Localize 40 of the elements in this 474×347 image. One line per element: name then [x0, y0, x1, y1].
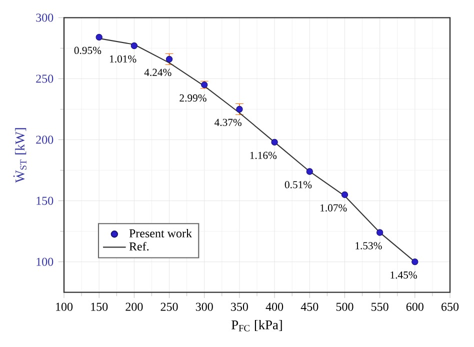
point [166, 56, 173, 63]
x-tick-label: 600 [406, 302, 424, 311]
x-tick-label: 350 [231, 302, 248, 311]
x-tick-label: 400 [266, 302, 284, 311]
x-tick-label: 250 [160, 302, 178, 311]
x-tick-label: 300 [196, 302, 213, 311]
point [376, 229, 384, 236]
point [130, 42, 138, 50]
point [271, 138, 278, 146]
annotation: 1.53% [356, 242, 382, 250]
legend-label: Present work [129, 228, 192, 238]
point [412, 258, 418, 266]
x-tick-label: 550 [372, 302, 388, 311]
annotation: 2.99% [180, 94, 206, 102]
x-tick-label: 650 [442, 302, 459, 311]
point [96, 34, 102, 41]
point [341, 191, 348, 198]
annotation: 4.24% [144, 68, 172, 76]
y-tick-label: 150 [36, 196, 54, 205]
y-tick-label: 250 [36, 74, 54, 83]
annotation: 0.51% [284, 181, 312, 188]
annotation: 1.01% [110, 55, 136, 63]
x-tick-label: 200 [126, 302, 143, 311]
point [306, 168, 313, 175]
x-tick-label: 450 [300, 302, 318, 311]
annotation: 4.37% [214, 118, 242, 126]
annotation: 0.95% [74, 46, 102, 54]
annotation: 1.45% [390, 271, 417, 279]
y-tick-label: 100 [36, 258, 54, 266]
y-tick-label: 300 [36, 14, 54, 22]
x-tick-label: 500 [336, 302, 354, 311]
x-tick-label: 100 [56, 302, 73, 311]
annotation: 1.16% [250, 152, 277, 160]
point [236, 106, 243, 113]
legend-label: Ref. [129, 242, 149, 251]
x-tick-label: 150 [91, 302, 108, 311]
x-axis-title: P$_{FC}$ [kPa] [232, 320, 282, 332]
annotation: 1.07% [320, 204, 347, 212]
y-axis-title: Ẇ$_{ST}$ [kW] [13, 128, 26, 183]
y-tick-label: 200 [36, 136, 54, 144]
